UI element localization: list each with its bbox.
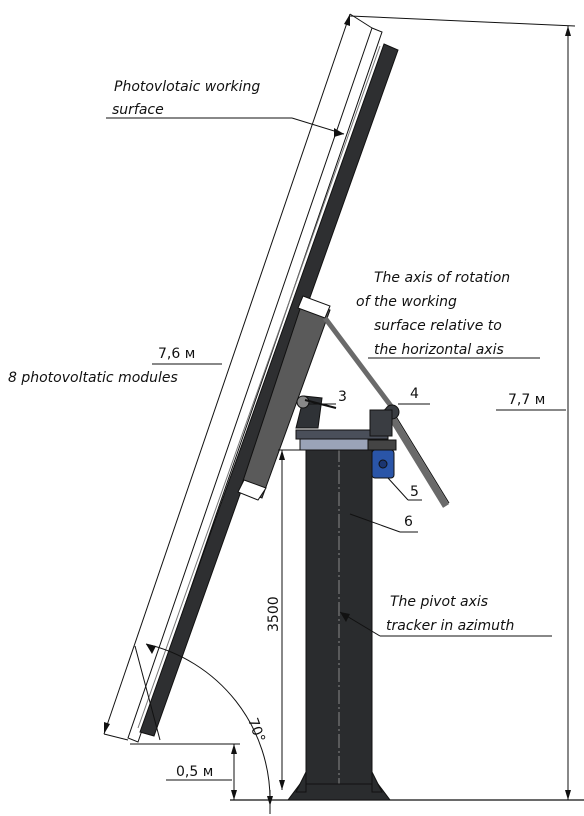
dim-ground-clearance: 0,5 м (130, 743, 240, 800)
callout-6-label: 6 (404, 514, 413, 530)
pivot-label-line2: tracker in azimuth (386, 618, 514, 634)
axis-label-line2: of the working (356, 294, 457, 310)
angle-arc (145, 643, 271, 803)
dim-tilt-angle: 70° (134, 643, 273, 814)
base-gusset-left (295, 771, 307, 793)
support-column (287, 429, 391, 801)
axis-label-line1: The axis of rotation (374, 270, 510, 286)
dim-column-height: 3500 (266, 449, 306, 790)
callout-5-label: 5 (410, 484, 419, 500)
leader-pivot-axis: The pivot axis tracker in azimuth (339, 594, 552, 637)
upper-strut (323, 316, 396, 412)
leader-modules: 8 photovoltatic modules (8, 370, 178, 386)
surface-label-line2: surface (112, 102, 164, 118)
ground-clearance-label: 0,5 м (176, 764, 213, 780)
axis-label-line4: the horizontal axis (374, 342, 504, 358)
dim-total-height: 7,7 м (349, 15, 576, 801)
panel-length-label: 7,6 м (158, 346, 195, 362)
callout-3: 3 (308, 389, 347, 405)
actuator-assembly (323, 316, 450, 508)
dim-panel-length: 7,6 м (103, 13, 373, 741)
total-height-label: 7,7 м (508, 392, 545, 408)
pivot-label-line1: The pivot axis (390, 594, 488, 610)
actuator-rod (383, 406, 449, 508)
tilt-angle-label: 70° (244, 716, 268, 745)
leader-axis-rotation: The axis of rotation of the working surf… (356, 270, 540, 359)
leader-working-surface: Photovlotaic working surface (106, 79, 345, 137)
modules-label: 8 photovoltatic modules (8, 370, 178, 386)
surface-label-line1: Photovlotaic working (114, 79, 260, 95)
motor-shaft (378, 459, 388, 469)
motor-mount (367, 439, 397, 451)
pivot-bracket (295, 395, 337, 429)
actuator-rod-edge (388, 404, 450, 504)
callout-6: 6 (349, 513, 418, 533)
pv-panel (127, 27, 399, 743)
column-height-label: 3500 (266, 596, 282, 632)
callout-4-label: 4 (410, 386, 419, 402)
panel-edge-line (137, 45, 381, 729)
callout-5: 5 (387, 477, 422, 501)
actuator-housing (369, 409, 393, 437)
panel-modules (139, 43, 399, 737)
pivot-hub (296, 395, 310, 409)
base-gusset-right (371, 771, 383, 793)
panel-front-frame (127, 27, 383, 743)
panel-back-beam-foot (237, 479, 267, 501)
callout-4: 4 (398, 386, 430, 405)
callout-3-label: 3 (338, 389, 347, 405)
drive-motor (367, 439, 397, 479)
axis-label-line3: surface relative to (374, 318, 502, 334)
